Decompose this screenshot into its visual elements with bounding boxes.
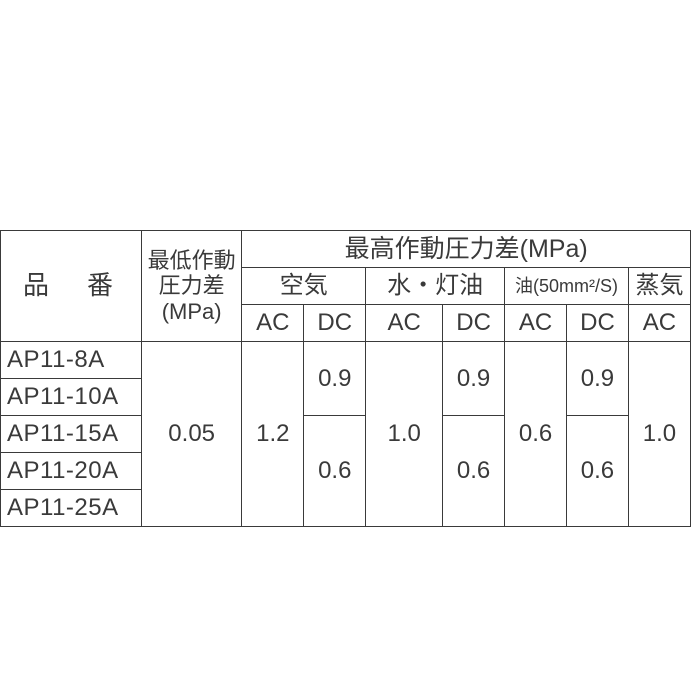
cell-product: AP11-8A — [1, 342, 142, 379]
label-dc: DC — [456, 309, 491, 336]
value: 0.9 — [318, 365, 351, 392]
label-ac: AC — [388, 309, 421, 336]
label-ac: AC — [519, 309, 552, 336]
label-ac: AC — [256, 309, 289, 336]
cell-min-pressure: 0.05 — [141, 342, 241, 527]
cell-air-dc-top: 0.9 — [304, 342, 366, 416]
cell-water-dc-top: 0.9 — [443, 342, 505, 416]
header-steam: 蒸気 — [628, 268, 690, 305]
value: 0.05 — [168, 420, 215, 447]
header-product-label: 品 番 — [23, 270, 119, 300]
value: 0.6 — [581, 457, 614, 484]
cell-air-dc-bot: 0.6 — [304, 416, 366, 527]
header-oil-dc: DC — [567, 305, 629, 342]
header-min-diff-label: 最低作動圧力差(MPa) — [148, 248, 236, 324]
header-oil-label: 油(50mm²/S) — [515, 276, 618, 296]
product-label: AP11-10A — [7, 383, 119, 410]
header-max-diff-label: 最高作動圧力差(MPa) — [345, 235, 588, 263]
table-row: AP11-15A 0.6 0.6 0.6 — [1, 416, 691, 453]
value: 0.6 — [457, 457, 490, 484]
header-water-ac: AC — [366, 305, 443, 342]
header-air-ac: AC — [242, 305, 304, 342]
product-label: AP11-15A — [7, 420, 119, 447]
value: 1.2 — [256, 420, 289, 447]
header-oil-ac: AC — [505, 305, 567, 342]
value: 0.9 — [581, 365, 614, 392]
cell-oil-dc-top: 0.9 — [567, 342, 629, 416]
cell-water-ac: 1.0 — [366, 342, 443, 527]
value: 0.9 — [457, 365, 490, 392]
table-row: AP11-8A 0.05 1.2 0.9 1.0 0.9 0.6 0.9 1.0 — [1, 342, 691, 379]
cell-oil-dc-bot: 0.6 — [567, 416, 629, 527]
label-dc: DC — [580, 309, 615, 336]
header-max-diff: 最高作動圧力差(MPa) — [242, 231, 691, 268]
header-product: 品 番 — [1, 231, 142, 342]
cell-product: AP11-10A — [1, 379, 142, 416]
header-water-dc: DC — [443, 305, 505, 342]
label-ac: AC — [643, 309, 676, 336]
header-steam-ac: AC — [628, 305, 690, 342]
cell-oil-ac: 0.6 — [505, 342, 567, 527]
cell-water-dc-bot: 0.6 — [443, 416, 505, 527]
header-min-diff: 最低作動圧力差(MPa) — [141, 231, 241, 342]
cell-steam-ac: 1.0 — [628, 342, 690, 527]
product-label: AP11-8A — [7, 346, 105, 373]
header-water-label: 水・灯油 — [387, 272, 483, 299]
product-label: AP11-25A — [7, 494, 119, 521]
cell-product: AP11-15A — [1, 416, 142, 453]
cell-product: AP11-25A — [1, 490, 142, 527]
label-dc: DC — [317, 309, 352, 336]
value: 1.0 — [387, 420, 420, 447]
value: 0.6 — [519, 420, 552, 447]
header-air-label: 空気 — [280, 272, 328, 299]
spec-table: 品 番 最低作動圧力差(MPa) 最高作動圧力差(MPa) 空気 水・灯油 油(… — [0, 230, 691, 527]
header-air: 空気 — [242, 268, 366, 305]
header-air-dc: DC — [304, 305, 366, 342]
header-oil: 油(50mm²/S) — [505, 268, 629, 305]
header-steam-label: 蒸気 — [635, 272, 683, 299]
value: 1.0 — [643, 420, 676, 447]
cell-product: AP11-20A — [1, 453, 142, 490]
cell-air-ac: 1.2 — [242, 342, 304, 527]
product-label: AP11-20A — [7, 457, 119, 484]
header-water: 水・灯油 — [366, 268, 505, 305]
value: 0.6 — [318, 457, 351, 484]
